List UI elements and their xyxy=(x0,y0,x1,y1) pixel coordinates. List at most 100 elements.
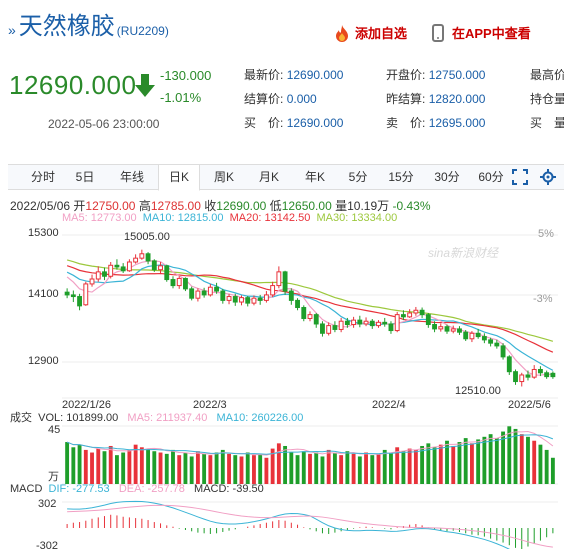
volume-value: VOL: 101899.00 xyxy=(38,412,119,424)
candle xyxy=(151,259,157,272)
quote-bid-label: 买 价: xyxy=(244,116,284,130)
candle xyxy=(176,276,182,289)
candle xyxy=(64,288,70,299)
kline-open: 12750.00 xyxy=(85,199,136,213)
kline-vol: 10.19万 xyxy=(347,199,390,213)
candle xyxy=(351,316,357,328)
volume-bar xyxy=(519,434,524,484)
candle xyxy=(214,282,220,294)
volume-bar xyxy=(370,455,375,484)
candle xyxy=(537,366,543,377)
candle xyxy=(382,317,388,327)
volume-bar xyxy=(432,447,437,484)
volume-bar xyxy=(320,456,325,484)
candle xyxy=(457,326,462,335)
volume-bar xyxy=(357,456,362,484)
tab-15min[interactable]: 15分 xyxy=(388,170,414,184)
candle xyxy=(338,317,344,333)
volume-bar xyxy=(295,455,300,484)
candle xyxy=(307,311,313,322)
candle xyxy=(388,321,394,334)
volume-bar xyxy=(202,453,207,484)
volume-bar xyxy=(65,442,70,484)
volume-bar xyxy=(276,443,281,484)
candle xyxy=(357,315,363,328)
candle xyxy=(313,313,319,328)
volume-bar xyxy=(457,442,462,484)
volume-bar xyxy=(258,453,263,484)
x-label-mar: 2022/3 xyxy=(193,399,227,411)
candle xyxy=(126,259,132,272)
volume-bar xyxy=(488,434,493,484)
tab-intraday[interactable]: 分时 xyxy=(30,170,55,184)
volume-bar xyxy=(463,438,468,484)
volume-bar xyxy=(127,449,132,484)
tab-yearly-k[interactable]: 年K xyxy=(304,170,325,184)
volume-bar xyxy=(426,443,431,484)
candle xyxy=(363,317,369,327)
volume-bar xyxy=(314,452,319,484)
kline-vol-label: 量 xyxy=(335,199,348,213)
macd-axis-bottom: -302 xyxy=(36,540,59,552)
tab-30min[interactable]: 30分 xyxy=(434,170,460,184)
volume-bar xyxy=(501,431,505,484)
macd-legend: MACD DIF: -277.53 DEA: -257.78 MACD: -39… xyxy=(10,483,264,495)
volume-bar xyxy=(227,453,231,484)
ma10-legend: MA10: 12815.00 xyxy=(142,212,224,224)
tab-60min[interactable]: 60分 xyxy=(478,170,504,184)
candle xyxy=(469,331,475,343)
kline-low: 12650.00 xyxy=(281,199,332,213)
macd-dif: DIF: -277.53 xyxy=(48,483,110,495)
low-annotation: 12510.00 xyxy=(455,385,501,397)
tab-monthly-k[interactable]: 月K xyxy=(258,170,279,184)
volume-bar xyxy=(245,452,250,484)
tab-daily-k[interactable]: 日K xyxy=(158,164,200,191)
candle xyxy=(102,267,107,281)
candle xyxy=(170,276,176,289)
candle xyxy=(83,281,89,306)
fullscreen-icon[interactable] xyxy=(512,169,528,185)
candle xyxy=(295,298,300,311)
volume-bar xyxy=(382,449,387,484)
last-price: 12690.000 xyxy=(9,70,137,100)
ma20-line xyxy=(66,265,554,353)
pct-axis-top: 5% xyxy=(538,228,554,240)
quote-ask-value: 12695.000 xyxy=(428,116,486,130)
candle xyxy=(332,321,338,333)
candle xyxy=(70,290,76,303)
ma-legend: MA5: 12773.00 MA10: 12815.00 MA20: 13142… xyxy=(62,212,397,224)
candle xyxy=(251,295,257,306)
volume-bar xyxy=(264,457,269,484)
x-label-apr: 2022/4 xyxy=(372,399,406,411)
volume-bar xyxy=(532,440,537,484)
candle xyxy=(139,249,145,260)
volume-ma5: MA5: 211937.40 xyxy=(127,412,208,424)
volume-bar xyxy=(413,449,418,484)
quote-prev-settle-value: 12820.000 xyxy=(428,92,486,106)
candle xyxy=(513,369,518,385)
kline-pct: -0.43% xyxy=(392,199,431,213)
quote-settle-label: 结算价: xyxy=(244,92,284,106)
volume-bar xyxy=(171,449,175,484)
volume-bar xyxy=(90,452,94,484)
volume-bar xyxy=(389,452,393,484)
kline-chart[interactable] xyxy=(0,226,564,549)
volume-bar xyxy=(339,455,344,484)
volume-bar xyxy=(164,453,169,484)
x-label-start: 2022/1/26 xyxy=(62,399,111,411)
volume-bar xyxy=(152,451,157,484)
tab-yearline[interactable]: 年线 xyxy=(119,170,144,184)
macd-dea: DEA: -257.78 xyxy=(118,483,185,495)
add-watchlist-button[interactable]: 添加自选 xyxy=(334,23,407,42)
volume-bar xyxy=(526,436,530,484)
volume-bar xyxy=(401,451,406,484)
tab-5day[interactable]: 5日 xyxy=(75,170,95,184)
volume-bar xyxy=(289,452,294,484)
quote-open-label: 开盘价: xyxy=(386,68,426,82)
tab-weekly-k[interactable]: 周K xyxy=(213,170,234,184)
quote-bid-value: 12690.000 xyxy=(286,116,344,130)
volume-bar xyxy=(445,440,449,484)
view-in-app-button[interactable]: 在APP中查看 xyxy=(432,23,531,42)
tab-5min[interactable]: 5分 xyxy=(348,170,368,184)
settings-icon[interactable] xyxy=(540,169,556,185)
